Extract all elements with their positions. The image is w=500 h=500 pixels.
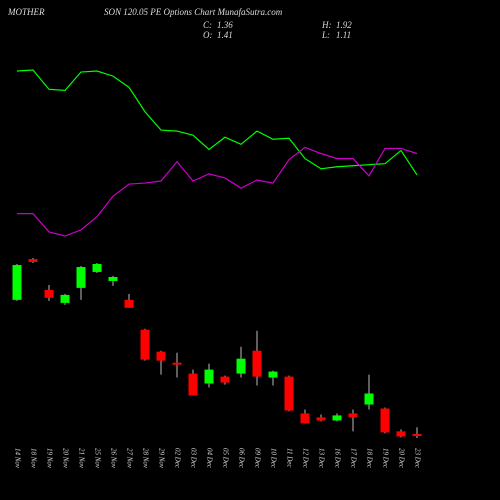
x-tick-label: 20 Dec	[397, 448, 405, 469]
x-tick-label: 18 Dec	[365, 448, 373, 469]
candle-body	[188, 373, 198, 396]
title-right: SON 120.05 PE Options Chart MunafaSutra.…	[104, 7, 283, 17]
candle-body	[380, 408, 390, 433]
open-label: O:	[203, 30, 213, 40]
candle-body	[316, 417, 326, 421]
x-tick-label: 06 Dec	[237, 448, 245, 469]
x-tick-label: 14 Nov	[13, 448, 21, 469]
x-tick-label: 23 Dec	[413, 448, 421, 469]
candle-body	[60, 294, 70, 303]
x-tick-label: 02 Dec	[173, 448, 181, 469]
candle-body	[220, 376, 230, 383]
candle-body	[204, 369, 214, 384]
x-tick-label: 20 Nov	[61, 448, 69, 469]
x-tick-label: 21 Nov	[77, 448, 85, 469]
indicator-line	[16, 69, 418, 176]
candle-body	[156, 351, 166, 361]
candle-body	[28, 259, 38, 262]
candle-body	[284, 376, 294, 411]
candle-body	[348, 413, 358, 418]
candle-body	[300, 413, 310, 424]
high-value: 1.92	[336, 20, 352, 30]
candle-body	[396, 431, 406, 437]
x-tick-label: 09 Dec	[253, 448, 261, 469]
x-tick-label: 10 Dec	[269, 448, 277, 469]
indicator-line	[17, 146, 418, 237]
x-tick-label: 12 Dec	[301, 448, 309, 469]
x-tick-label: 19 Nov	[45, 448, 53, 469]
x-tick-label: 29 Nov	[157, 448, 165, 469]
candle-body	[76, 267, 86, 288]
x-tick-label: 26 Nov	[109, 448, 117, 469]
title-left: MOTHER	[7, 7, 45, 17]
candle-body	[236, 358, 246, 374]
candle-body	[140, 329, 150, 360]
candle-body	[332, 415, 342, 421]
low-label: L:	[321, 30, 330, 40]
x-tick-label: 13 Dec	[317, 448, 325, 469]
candle-body	[44, 289, 54, 298]
x-tick-label: 04 Dec	[205, 448, 213, 469]
candle-body	[412, 434, 422, 437]
candle-body	[364, 393, 374, 405]
x-tick-label: 28 Nov	[141, 448, 149, 469]
candle-body	[124, 299, 134, 308]
x-tick-label: 18 Nov	[29, 448, 37, 469]
open-value: 1.41	[217, 30, 233, 40]
x-tick-label: 11 Dec	[285, 448, 293, 468]
candle-body	[92, 263, 102, 272]
candle-body	[108, 276, 118, 281]
x-tick-label: 17 Dec	[349, 448, 357, 469]
close-label: C:	[203, 20, 212, 30]
high-label: H:	[321, 20, 332, 30]
candle-body	[12, 265, 22, 300]
candle-body	[172, 362, 182, 365]
close-value: 1.36	[217, 20, 233, 30]
low-value: 1.11	[336, 30, 351, 40]
candle-body	[252, 350, 262, 377]
x-tick-label: 16 Dec	[333, 448, 341, 469]
x-tick-label: 27 Nov	[125, 448, 133, 469]
x-tick-label: 25 Nov	[93, 448, 101, 469]
x-tick-label: 03 Dec	[189, 448, 197, 469]
candle-body	[268, 371, 278, 378]
x-tick-label: 19 Dec	[381, 448, 389, 469]
x-tick-label: 05 Dec	[221, 448, 229, 469]
